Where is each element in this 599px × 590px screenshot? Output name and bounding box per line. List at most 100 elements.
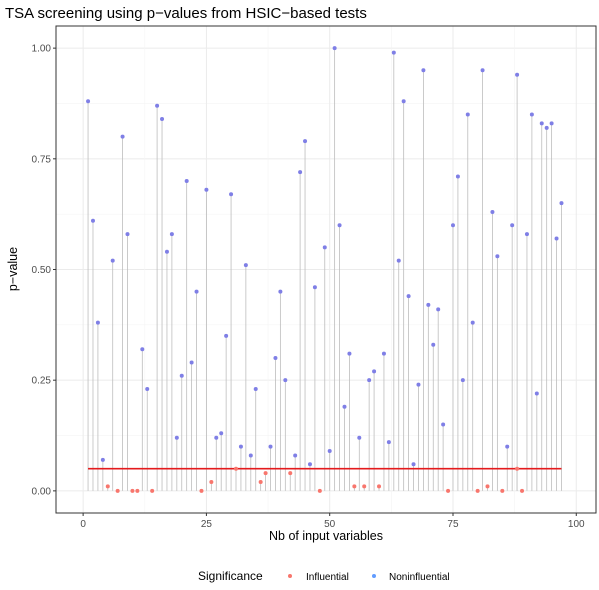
point-noninfluential (411, 462, 416, 467)
point-noninfluential (559, 201, 564, 206)
point-noninfluential (416, 382, 421, 387)
point-influential (105, 484, 110, 489)
point-noninfluential (312, 285, 317, 290)
y-tick-label: 0.25 (32, 376, 52, 387)
point-influential (362, 484, 367, 489)
x-tick-label: 50 (324, 519, 336, 530)
point-noninfluential (293, 453, 298, 458)
x-tick-label: 0 (80, 519, 86, 530)
legend-label-influential: Influential (306, 572, 349, 583)
point-influential (515, 466, 520, 471)
point-noninfluential (549, 121, 554, 126)
point-noninfluential (396, 258, 401, 263)
chart-title: TSA screening using p−values from HSIC−b… (5, 5, 367, 22)
point-noninfluential (283, 378, 288, 383)
point-influential (485, 484, 490, 489)
point-noninfluential (194, 289, 199, 294)
point-noninfluential (140, 347, 145, 352)
point-noninfluential (510, 223, 515, 228)
point-influential (115, 488, 120, 493)
point-noninfluential (332, 46, 337, 51)
point-influential (288, 471, 293, 476)
point-influential (352, 484, 357, 489)
point-noninfluential (179, 373, 184, 378)
point-influential (475, 488, 480, 493)
point-influential (377, 484, 382, 489)
point-noninfluential (539, 121, 544, 126)
point-noninfluential (160, 116, 165, 121)
grid (56, 26, 596, 513)
point-noninfluential (347, 351, 352, 356)
axes: 0.00 0.25 0.50 0.75 1.00 0 25 50 75 100 (32, 44, 586, 530)
legend: Significance Influential Noninfluential (198, 569, 450, 583)
point-influential (500, 488, 505, 493)
point-influential (135, 488, 140, 493)
point-noninfluential (391, 50, 396, 55)
point-noninfluential (169, 232, 174, 237)
point-noninfluential (303, 139, 308, 144)
point-noninfluential (268, 444, 273, 449)
point-influential (130, 488, 135, 493)
point-noninfluential (229, 192, 234, 197)
point-influential (209, 480, 214, 485)
point-noninfluential (253, 387, 258, 392)
point-noninfluential (450, 223, 455, 228)
point-noninfluential (110, 258, 115, 263)
point-noninfluential (204, 187, 209, 192)
point-noninfluential (436, 307, 441, 312)
point-noninfluential (426, 302, 431, 307)
point-noninfluential (278, 289, 283, 294)
legend-key-influential (288, 574, 292, 578)
point-noninfluential (490, 209, 495, 214)
point-noninfluential (480, 68, 485, 73)
point-noninfluential (327, 449, 332, 454)
data-points (86, 46, 564, 493)
point-noninfluential (214, 435, 219, 440)
point-noninfluential (95, 320, 100, 325)
point-noninfluential (189, 360, 194, 365)
point-noninfluential (465, 112, 470, 117)
point-noninfluential (529, 112, 534, 117)
point-influential (150, 488, 155, 493)
point-noninfluential (431, 342, 436, 347)
point-noninfluential (381, 351, 386, 356)
point-noninfluential (248, 453, 253, 458)
point-noninfluential (421, 68, 426, 73)
point-influential (263, 471, 268, 476)
point-influential (446, 488, 451, 493)
point-noninfluential (238, 444, 243, 449)
point-noninfluential (455, 174, 460, 179)
point-noninfluential (120, 134, 125, 139)
point-noninfluential (470, 320, 475, 325)
point-noninfluential (406, 294, 411, 299)
point-noninfluential (273, 356, 278, 361)
point-noninfluential (357, 435, 362, 440)
point-influential (317, 488, 322, 493)
point-noninfluential (554, 236, 559, 241)
x-axis-title: Nb of input variables (269, 529, 383, 543)
x-tick-label: 75 (447, 519, 459, 530)
point-noninfluential (298, 170, 303, 175)
point-influential (520, 488, 525, 493)
point-noninfluential (86, 99, 91, 104)
point-noninfluential (495, 254, 500, 259)
y-axis-title: p−value (6, 247, 20, 291)
point-noninfluential (372, 369, 377, 374)
y-tick-label: 0.00 (32, 486, 52, 497)
point-noninfluential (342, 404, 347, 409)
point-noninfluential (164, 249, 169, 254)
legend-label-noninfluential: Noninfluential (389, 572, 450, 583)
point-noninfluential (243, 263, 248, 268)
point-noninfluential (184, 178, 189, 183)
point-noninfluential (174, 435, 179, 440)
point-influential (234, 466, 238, 471)
point-noninfluential (460, 378, 465, 383)
point-noninfluential (515, 72, 520, 77)
point-noninfluential (534, 391, 539, 396)
y-tick-label: 0.75 (32, 154, 52, 165)
point-noninfluential (544, 125, 549, 130)
point-noninfluential (401, 99, 406, 104)
point-noninfluential (100, 457, 105, 462)
legend-title: Significance (198, 569, 263, 583)
